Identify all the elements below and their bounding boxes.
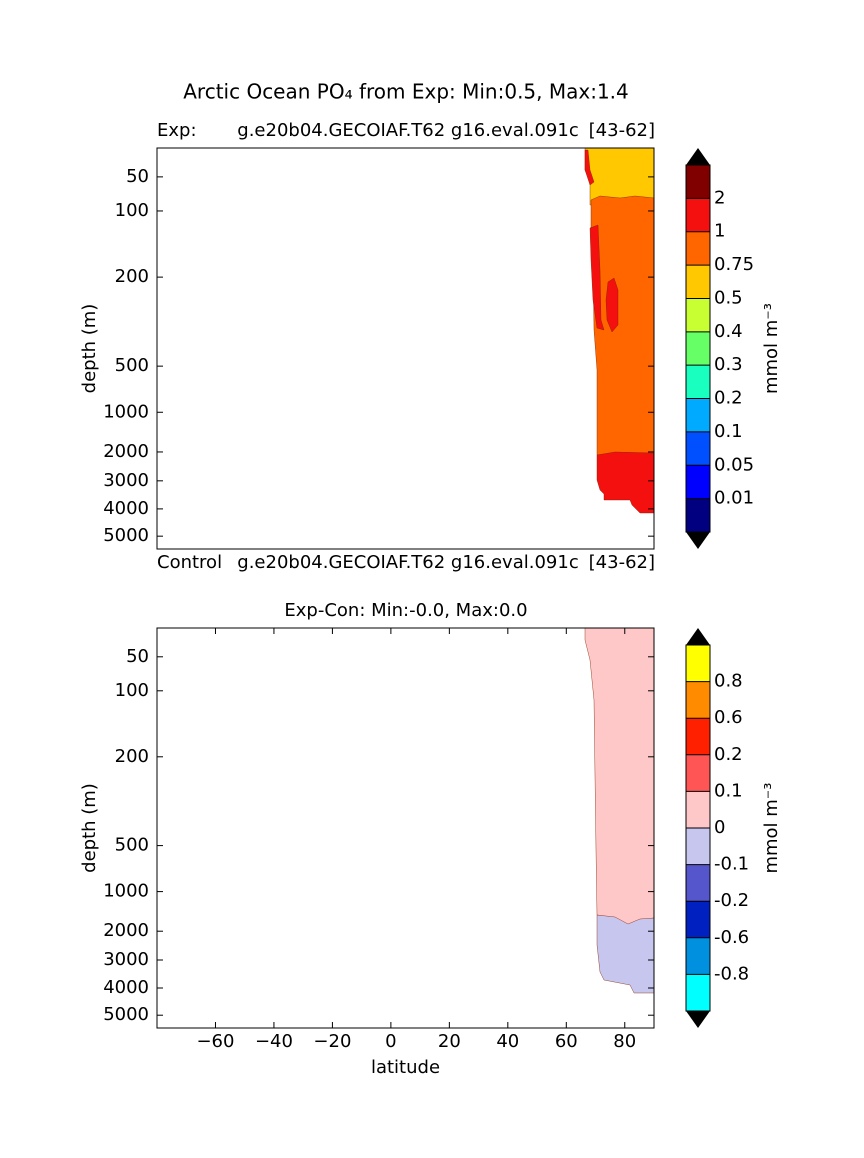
colorbar-label: mmol m⁻³ xyxy=(761,782,782,873)
bottom-left-label: Control xyxy=(157,552,222,573)
y-tick-label: 100 xyxy=(115,200,149,221)
chart-title: Exp-Con: Min:-0.0, Max:0.0 xyxy=(284,600,527,621)
y-tick-label: 500 xyxy=(115,835,149,856)
colorbar-tick-label: -0.8 xyxy=(714,963,749,984)
colorbar-tick-label: 0.2 xyxy=(714,388,743,409)
colorbar-tick-label: -0.1 xyxy=(714,854,749,875)
x-tick-label: −60 xyxy=(196,1031,234,1052)
colorbar-tick-label: -0.6 xyxy=(714,927,749,948)
y-tick-label: 200 xyxy=(115,746,149,767)
y-tick-label: 500 xyxy=(115,355,149,376)
y-tick-label: 2000 xyxy=(103,441,149,462)
colorbar-tick-label: 0.1 xyxy=(714,780,743,801)
left-title: Exp: xyxy=(157,120,197,141)
y-tick-label: 4000 xyxy=(103,977,149,998)
colorbar-extend-max xyxy=(686,148,710,165)
contour-region xyxy=(596,914,655,994)
contour-region xyxy=(605,277,619,333)
colorbar-box xyxy=(686,431,710,466)
y-axis-label: depth (m) xyxy=(79,783,100,873)
colorbar-tick-label: 0.8 xyxy=(714,671,743,692)
y-tick-label: 4000 xyxy=(103,498,149,519)
y-tick-label: 1000 xyxy=(103,401,149,422)
colorbar-tick-label: 0.1 xyxy=(714,421,743,442)
colorbar-box xyxy=(686,828,710,865)
colorbar-box xyxy=(686,231,710,266)
colorbar-tick-label: 0.01 xyxy=(714,488,754,509)
colorbar-tick-label: 0.3 xyxy=(714,354,743,375)
y-tick-label: 50 xyxy=(126,646,149,667)
y-tick-label: 5000 xyxy=(103,525,149,546)
colorbar-box xyxy=(686,791,710,828)
y-tick-label: 5000 xyxy=(103,1004,149,1025)
colorbar-box xyxy=(686,718,710,755)
colorbar-box xyxy=(686,498,710,532)
plot-frame xyxy=(156,147,655,550)
colorbar-box xyxy=(686,365,710,399)
x-tick-label: −40 xyxy=(255,1031,293,1052)
colorbar-frame xyxy=(685,164,711,533)
colorbar-tick-label: 0.2 xyxy=(714,744,743,765)
right-title: [43-62] xyxy=(589,120,655,141)
colorbar-box xyxy=(686,165,710,199)
colorbar-extend-min xyxy=(686,1011,710,1028)
colorbar-box xyxy=(686,265,710,299)
colorbar-tick-label: -0.2 xyxy=(714,890,749,911)
colorbar-box xyxy=(686,937,710,975)
x-tick-label: 40 xyxy=(496,1031,519,1052)
contour-field xyxy=(584,147,655,994)
colorbar-tick-label: 0.75 xyxy=(714,254,754,275)
colorbar-tick-label: 0.05 xyxy=(714,454,754,475)
colorbar-label: mmol m⁻³ xyxy=(761,303,782,394)
contour-region xyxy=(584,149,595,186)
y-tick-label: 2000 xyxy=(103,920,149,941)
colorbar-box xyxy=(686,901,710,938)
contour-region xyxy=(596,451,655,514)
y-tick-label: 3000 xyxy=(103,470,149,491)
contour-region xyxy=(589,224,605,331)
y-tick-label: 1000 xyxy=(103,881,149,902)
x-tick-label: 80 xyxy=(613,1031,636,1052)
y-tick-label: 200 xyxy=(115,266,149,287)
colorbar-box xyxy=(686,331,710,366)
bottom-center-label: g.e20b04.GECOIAF.T62 g16.eval.091c xyxy=(237,552,578,573)
colorbar-box xyxy=(686,398,710,432)
x-tick-label: −20 xyxy=(313,1031,351,1052)
plot-frame xyxy=(156,627,655,1029)
colorbar-extend-max xyxy=(686,628,710,645)
colorbar-tick-label: 0.5 xyxy=(714,287,743,308)
y-tick-label: 3000 xyxy=(103,949,149,970)
center-title: g.e20b04.GECOIAF.T62 g16.eval.091c xyxy=(237,120,578,141)
x-tick-label: 20 xyxy=(438,1031,461,1052)
colorbar-tick-label: 0.4 xyxy=(714,321,743,342)
colorbar-box xyxy=(686,681,710,719)
colorbar-tick-label: 2 xyxy=(714,187,725,208)
colorbar-tick-label: 0 xyxy=(714,817,725,838)
x-axis-label: latitude xyxy=(371,1057,440,1078)
y-tick-label: 50 xyxy=(126,166,149,187)
colorbar-box xyxy=(686,298,710,332)
colorbar-box xyxy=(686,198,710,232)
colorbar-extend-min xyxy=(686,532,710,549)
chart-title: Arctic Ocean PO₄ from Exp: Min:0.5, Max:… xyxy=(183,80,629,104)
x-tick-label: 0 xyxy=(385,1031,396,1052)
y-axis-label: depth (m) xyxy=(79,304,100,394)
colorbar-tick-label: 0.6 xyxy=(714,707,743,728)
colorbar-box xyxy=(686,465,710,499)
colorbar-box xyxy=(686,645,710,682)
y-tick-label: 100 xyxy=(115,680,149,701)
colorbar-box xyxy=(686,974,710,1011)
contour-region xyxy=(584,147,655,206)
x-tick-label: 60 xyxy=(555,1031,578,1052)
colorbar-box xyxy=(686,754,710,792)
colorbar-box xyxy=(686,864,710,902)
colorbar-tick-label: 1 xyxy=(714,221,725,242)
bottom-right-label: [43-62] xyxy=(589,552,655,573)
